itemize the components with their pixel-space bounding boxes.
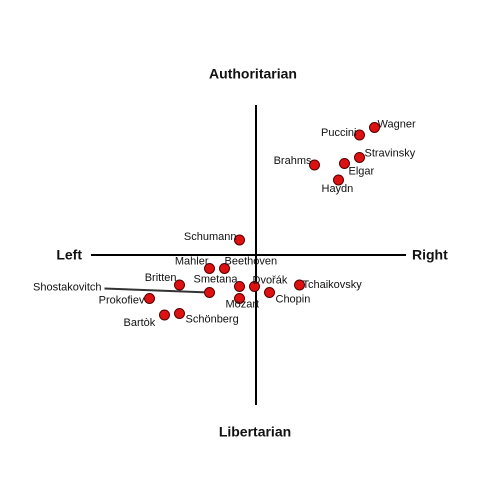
point-label: Chopin bbox=[276, 293, 311, 305]
point bbox=[264, 287, 275, 298]
point bbox=[333, 174, 344, 186]
right-label: Right bbox=[412, 247, 448, 263]
point-label: Schönberg bbox=[186, 313, 239, 325]
point-label: Dvořák bbox=[253, 274, 288, 286]
point bbox=[339, 158, 350, 169]
point-label: Beethoven bbox=[225, 255, 278, 267]
point-label: Smetana bbox=[194, 273, 239, 285]
point bbox=[294, 279, 305, 291]
point-label: Schumann bbox=[184, 231, 237, 243]
point bbox=[234, 281, 245, 292]
point bbox=[234, 234, 245, 246]
point-label: Bartòk bbox=[124, 317, 156, 329]
point bbox=[354, 152, 365, 163]
point-label: Elgar bbox=[349, 165, 375, 177]
point-label: Haydn bbox=[322, 183, 354, 195]
point-label: Prokofiev bbox=[99, 294, 145, 306]
point-label: Puccini bbox=[321, 127, 356, 139]
point bbox=[204, 287, 215, 298]
point bbox=[354, 129, 365, 141]
bottom-label: Libertarian bbox=[219, 424, 291, 440]
point-label: Wagner bbox=[378, 118, 416, 130]
top-label: Authoritarian bbox=[209, 66, 297, 82]
point bbox=[204, 263, 215, 274]
leader-line bbox=[104, 287, 210, 294]
point-label: Mahler bbox=[175, 255, 209, 267]
point bbox=[219, 263, 230, 274]
point bbox=[159, 309, 170, 321]
point-label: Mozart bbox=[226, 298, 260, 310]
point-label: Shostakovitch bbox=[33, 281, 101, 293]
left-label: Left bbox=[56, 247, 82, 263]
point-label: Stravinsky bbox=[365, 147, 416, 159]
point bbox=[174, 279, 185, 291]
point bbox=[309, 159, 320, 171]
point bbox=[174, 308, 185, 319]
point bbox=[234, 293, 245, 304]
point bbox=[144, 293, 155, 304]
point-label: Brahms bbox=[274, 155, 312, 167]
point bbox=[369, 122, 380, 133]
point bbox=[249, 281, 260, 292]
point-label: Britten bbox=[145, 272, 177, 284]
point-label: Tchaikovsky bbox=[303, 279, 363, 291]
